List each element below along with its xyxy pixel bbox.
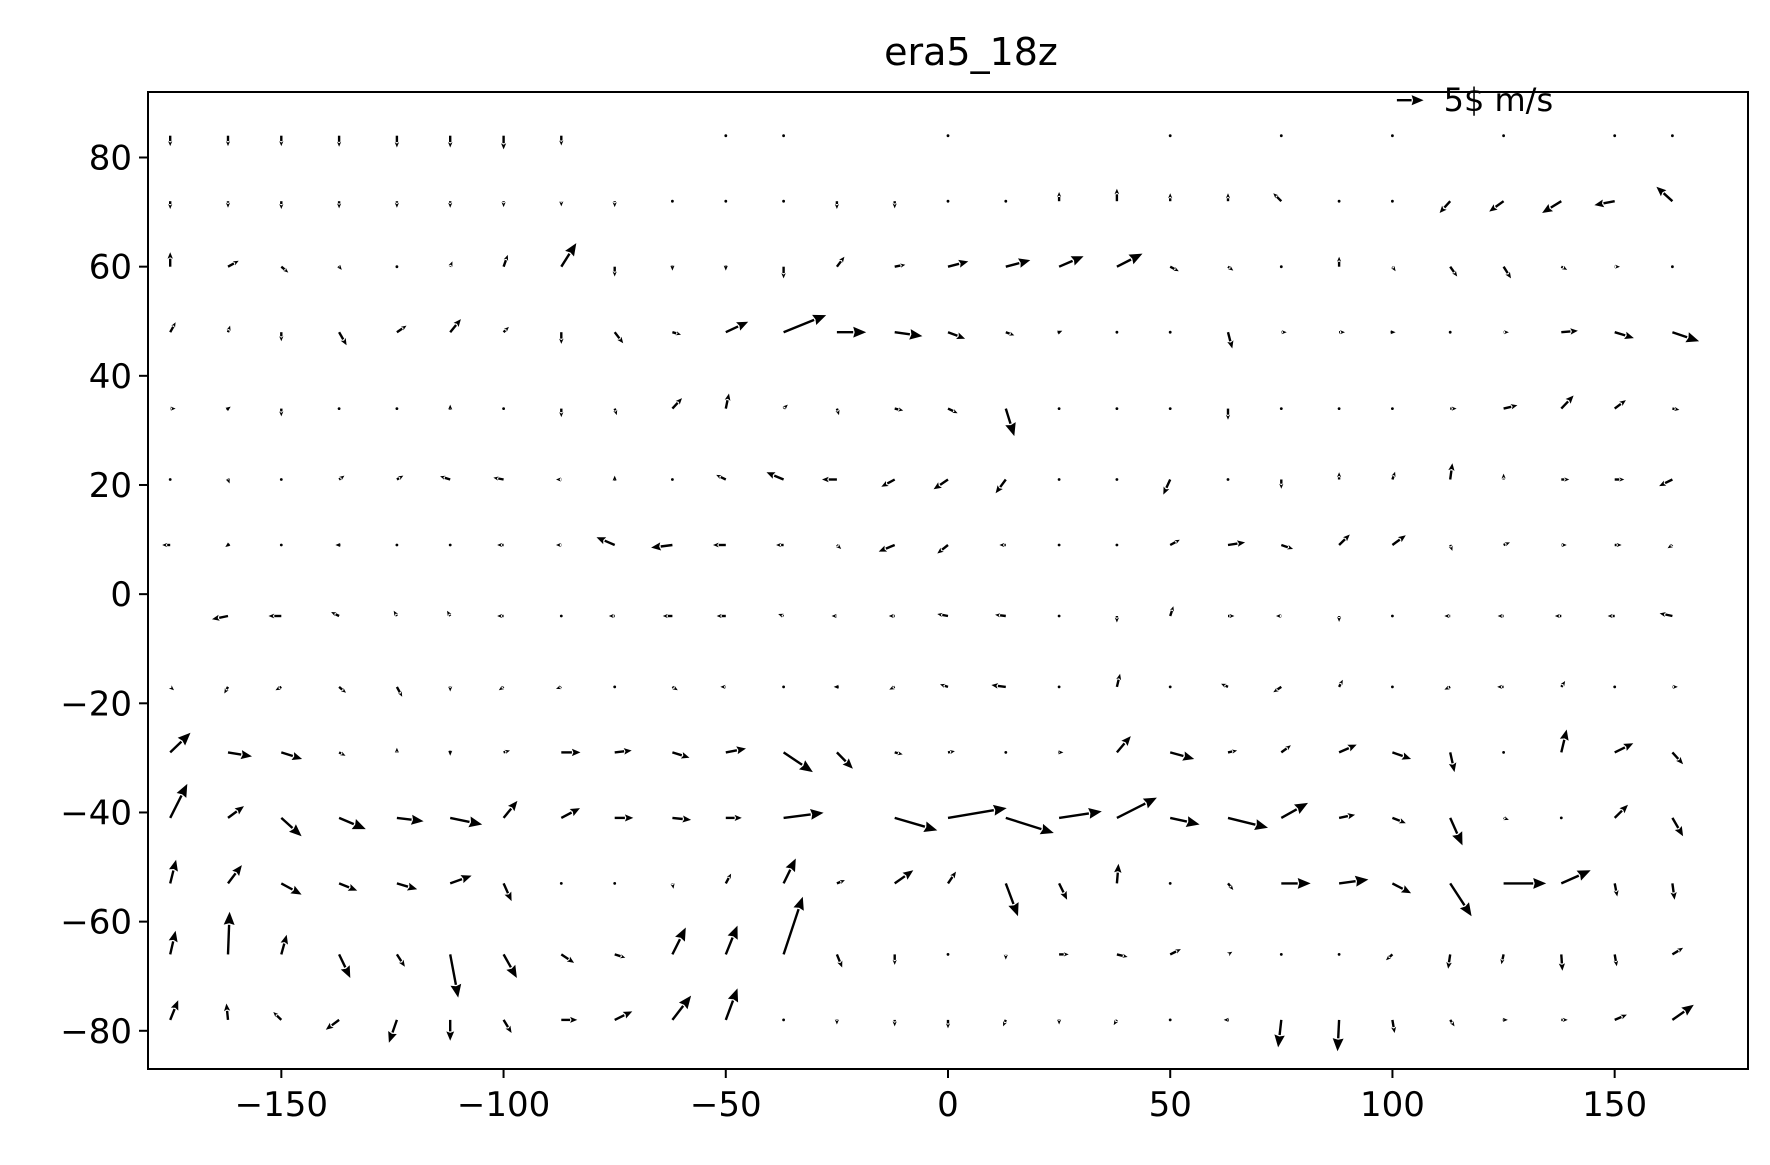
wind-vector — [782, 1019, 785, 1022]
wind-vector — [280, 478, 283, 481]
wind-vector — [560, 882, 563, 885]
wind-vector — [1058, 478, 1061, 481]
wind-vector — [1391, 686, 1394, 689]
wind-vector — [1671, 265, 1674, 268]
y-tick-label: 80 — [89, 138, 132, 178]
wind-vector — [1116, 331, 1119, 334]
wind-vector — [396, 407, 399, 410]
wind-vector — [782, 686, 785, 689]
wind-vector — [396, 544, 399, 547]
wind-vector — [1391, 407, 1394, 410]
wind-vector — [1280, 134, 1283, 137]
wind-vector — [1116, 478, 1119, 481]
wind-vector — [947, 134, 950, 137]
wind-vector — [1338, 953, 1341, 956]
wind-vector — [396, 265, 399, 268]
wind-vector — [613, 882, 616, 885]
x-tick-label: −150 — [235, 1085, 328, 1125]
x-tick-label: 150 — [1582, 1085, 1647, 1125]
wind-vector — [1280, 265, 1283, 268]
wind-vector — [280, 544, 283, 547]
wind-vector — [947, 200, 950, 203]
wind-vector — [1169, 1019, 1172, 1022]
wind-vector — [1004, 751, 1007, 754]
y-tick-label: −60 — [60, 903, 132, 943]
wind-vector — [1502, 751, 1505, 754]
wind-vector — [947, 953, 950, 956]
wind-vector — [1058, 615, 1061, 618]
wind-vector — [169, 478, 172, 481]
y-tick-label: 60 — [89, 248, 132, 288]
wind-vector — [1338, 200, 1341, 203]
wind-vector — [1169, 331, 1172, 334]
wind-vector — [1613, 134, 1616, 137]
y-tick-label: −40 — [60, 793, 132, 833]
y-tick-label: 0 — [110, 575, 132, 615]
wind-vector — [1169, 407, 1172, 410]
wind-vector — [1338, 407, 1341, 410]
wind-vector — [1502, 134, 1505, 137]
y-tick-label: −20 — [60, 684, 132, 724]
wind-vector — [671, 478, 674, 481]
wind-vector — [1169, 134, 1172, 137]
wind-vector — [338, 407, 341, 410]
x-tick-label: 50 — [1149, 1085, 1192, 1125]
wind-vector — [560, 615, 563, 618]
wind-vector — [1280, 953, 1283, 956]
wind-vector — [1280, 407, 1283, 410]
chart-title: era5_18z — [884, 30, 1058, 74]
wind-vector — [724, 200, 727, 203]
quiver-key-label: 5$ m/s — [1444, 81, 1554, 119]
wind-vector — [782, 134, 785, 137]
wind-vector — [1058, 544, 1061, 547]
wind-vector — [1058, 407, 1061, 410]
x-tick-label: −50 — [690, 1085, 762, 1125]
wind-vector — [1391, 134, 1394, 137]
wind-vector — [1391, 615, 1394, 618]
wind-vector — [1116, 544, 1119, 547]
wind-vector — [1004, 200, 1007, 203]
wind-vector — [1613, 686, 1616, 689]
wind-vector — [782, 200, 785, 203]
wind-vector — [724, 134, 727, 137]
wind-vector — [613, 686, 616, 689]
y-tick-label: −80 — [60, 1012, 132, 1052]
wind-vector — [1560, 817, 1563, 820]
wind-vector — [449, 544, 452, 547]
y-tick-label: 40 — [89, 357, 132, 397]
wind-vector — [502, 407, 505, 410]
wind-vector — [671, 200, 674, 203]
wind-vector — [1227, 478, 1230, 481]
x-tick-label: −100 — [457, 1085, 550, 1125]
x-tick-label: 100 — [1360, 1085, 1425, 1125]
wind-vector — [1391, 200, 1394, 203]
wind-vector — [1058, 686, 1061, 689]
y-tick-label: 20 — [89, 466, 132, 506]
wind-vector — [1169, 686, 1172, 689]
wind-vector — [1449, 331, 1452, 334]
wind-vector — [1116, 407, 1119, 410]
wind-vector — [1169, 882, 1172, 885]
wind-vector — [1671, 134, 1674, 137]
x-tick-label: 0 — [937, 1085, 959, 1125]
